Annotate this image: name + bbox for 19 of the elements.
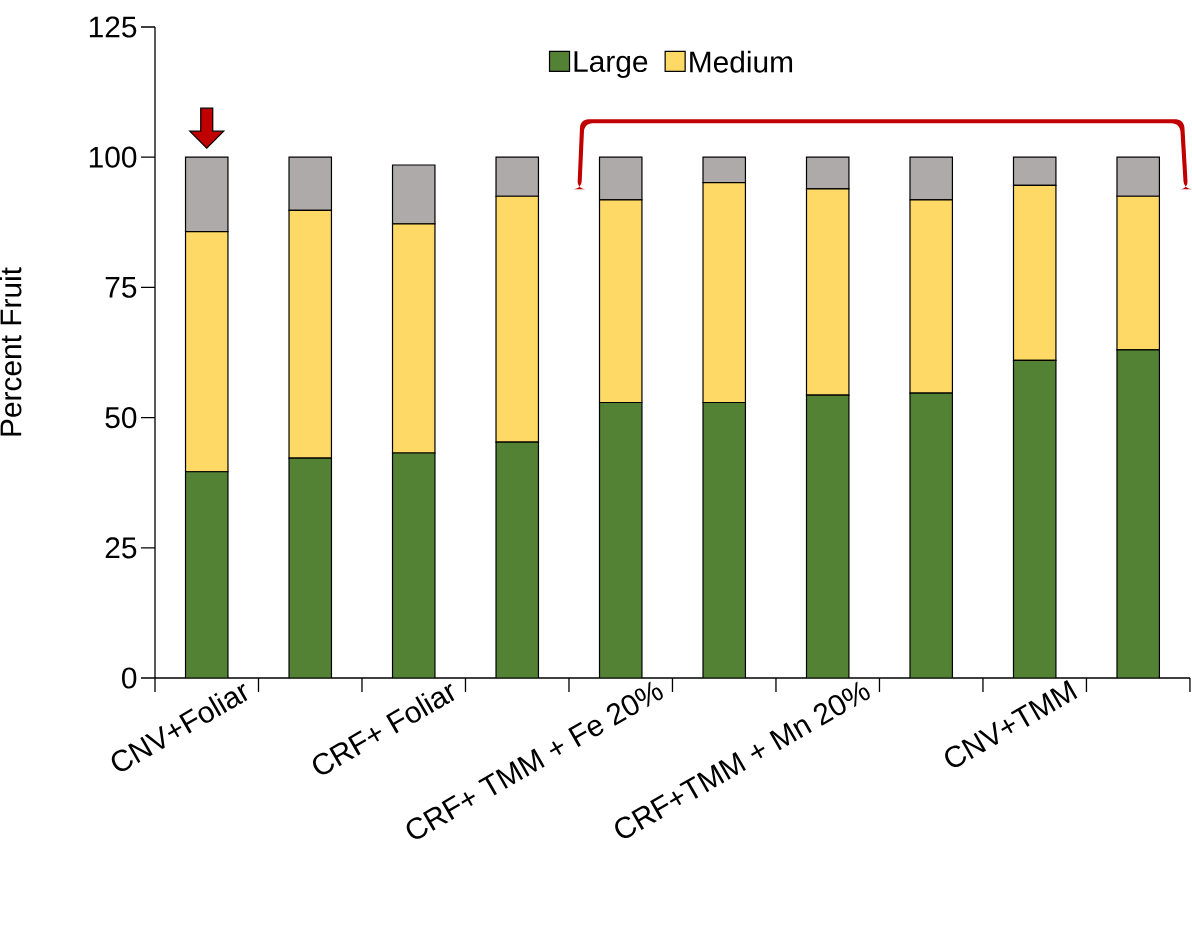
y-axis-title: Percent Fruit bbox=[0, 267, 22, 436]
y-tick-label: 50 bbox=[105, 407, 137, 429]
bar bbox=[495, 441, 540, 678]
bar bbox=[391, 452, 436, 678]
y-tick-label: 25 bbox=[105, 537, 137, 559]
bar bbox=[1012, 359, 1057, 678]
bar bbox=[909, 392, 954, 678]
bar bbox=[805, 394, 850, 678]
bar bbox=[184, 471, 229, 678]
bar bbox=[1116, 349, 1161, 678]
y-tick-label: 125 bbox=[89, 16, 137, 38]
x-tick-label: CRF+ Foliar bbox=[313, 683, 455, 775]
bar bbox=[598, 401, 643, 678]
legend-label: Medium bbox=[690, 50, 793, 73]
y-tick-label: 75 bbox=[105, 276, 137, 298]
bar bbox=[702, 401, 747, 678]
bar bbox=[288, 457, 333, 678]
legend-label: Large bbox=[574, 51, 648, 79]
y-tick-label: 100 bbox=[89, 146, 137, 168]
